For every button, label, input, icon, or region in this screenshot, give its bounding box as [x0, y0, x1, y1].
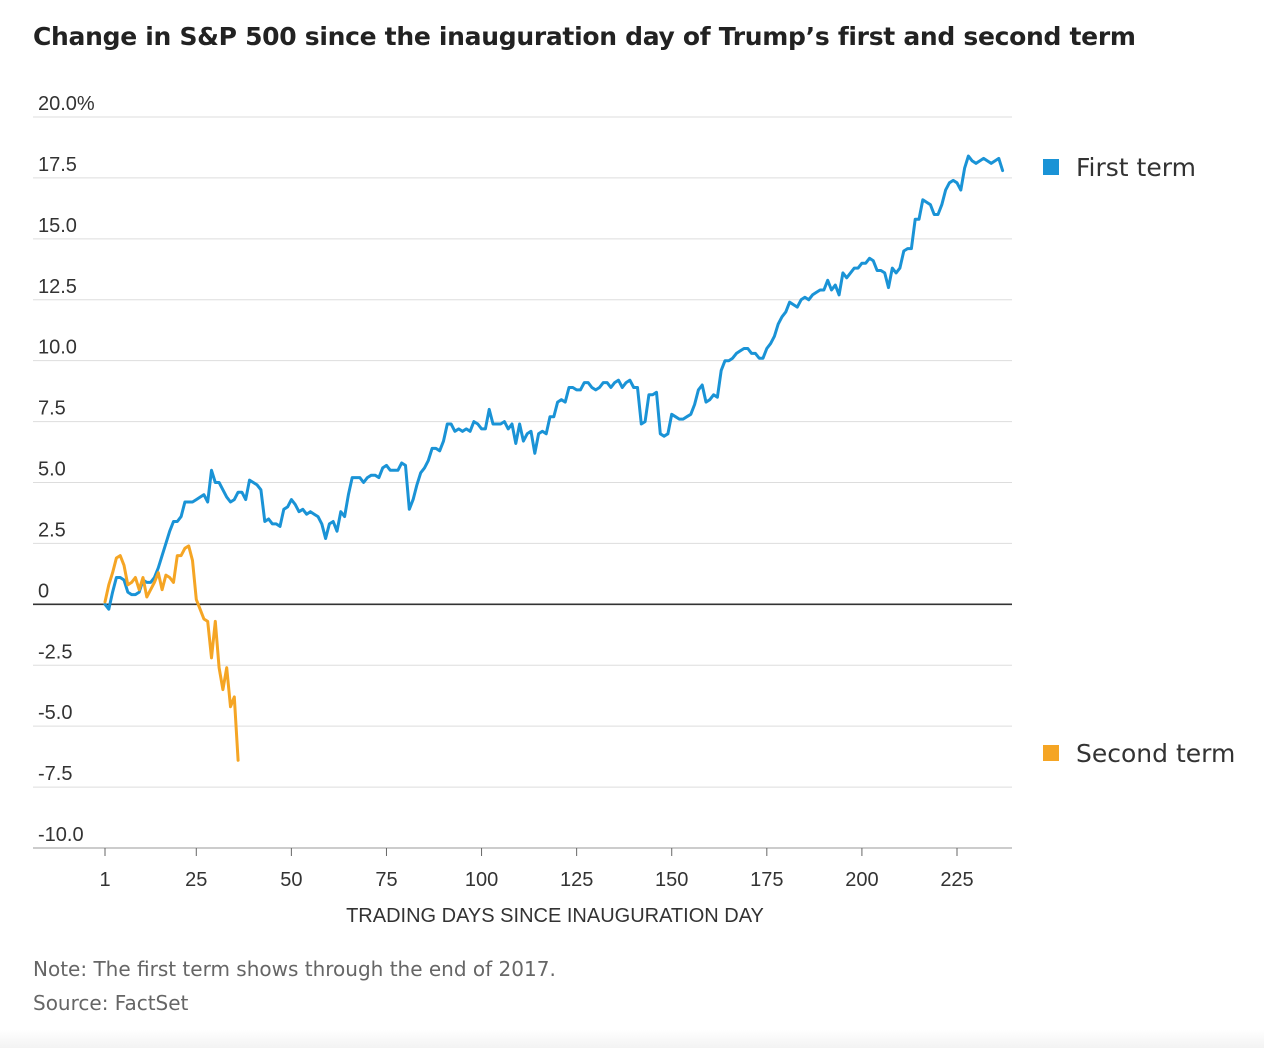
chart-source: Source: FactSet — [33, 991, 189, 1015]
x-tick-label: 100 — [465, 869, 498, 891]
y-tick-label: -10.0 — [38, 824, 84, 846]
x-tick-label: 175 — [750, 869, 783, 891]
y-tick-label: 15.0 — [38, 215, 77, 237]
y-tick-label: 20.0% — [38, 93, 95, 115]
y-tick-label: -2.5 — [38, 641, 72, 663]
y-tick-label: 12.5 — [38, 276, 77, 298]
y-tick-label: 5.0 — [38, 459, 66, 481]
footer-shade — [0, 1030, 1264, 1048]
x-tick-label: 25 — [185, 869, 207, 891]
y-axis-tick-labels: 20.0% 17.5 15.0 12.5 10.0 7.5 5.0 2.5 0 -2.5 -5.0 -… — [38, 93, 95, 846]
x-tick-label: 50 — [280, 869, 302, 891]
legend: First term Second term — [1043, 153, 1235, 768]
series-line-first-term — [103, 154, 1005, 611]
y-tick-label: -7.5 — [38, 763, 72, 785]
y-tick-label: 7.5 — [38, 398, 66, 420]
series-line-second-term — [103, 544, 240, 762]
chart-note: Note: The first term shows through the e… — [33, 957, 556, 981]
legend-swatch — [1043, 159, 1059, 175]
y-tick-label: 17.5 — [38, 154, 77, 176]
x-tick-label: 75 — [375, 869, 397, 891]
x-axis-label: TRADING DAYS SINCE INAUGURATION DAY — [346, 905, 764, 927]
x-tick-label: 150 — [655, 869, 688, 891]
x-tick-label: 125 — [560, 869, 593, 891]
gridlines — [33, 116, 1012, 849]
legend-label: First term — [1076, 153, 1196, 182]
x-axis-ticks: 1 25 50 75 100 125 150 175 200 225 — [99, 848, 974, 891]
y-tick-label: -5.0 — [38, 702, 72, 724]
y-tick-label: 10.0 — [38, 337, 77, 359]
x-tick-label: 1 — [99, 869, 110, 891]
x-tick-label: 225 — [940, 869, 973, 891]
chart-title: Change in S&P 500 since the inauguration… — [33, 22, 1136, 51]
legend-swatch — [1043, 745, 1059, 761]
y-tick-label: 0 — [38, 580, 49, 602]
y-tick-label: 2.5 — [38, 519, 66, 541]
legend-label: Second term — [1076, 739, 1235, 768]
series-lines — [103, 154, 1005, 762]
x-tick-label: 200 — [845, 869, 878, 891]
